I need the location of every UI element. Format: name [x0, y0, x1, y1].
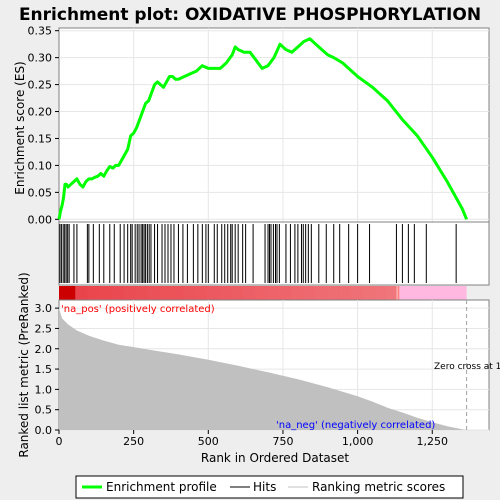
ranking-y-tick-label: 3.0: [35, 302, 53, 315]
heatmap-shade: [290, 286, 303, 300]
heatmap-shade: [123, 286, 136, 300]
heatmap-shade: [362, 286, 375, 300]
heatmap-shade: [159, 286, 171, 300]
heatmap-shade: [314, 286, 327, 300]
heatmap-shade: [385, 286, 398, 300]
legend-label-ranking: Ranking metric scores: [312, 480, 445, 494]
heatmap-shade: [326, 286, 339, 300]
ranking-x-ticks: 0 250 500 750 1,000 1,250: [56, 430, 449, 448]
enrichment-y-tick-label: 0.30: [28, 52, 53, 65]
heatmap-shade: [230, 286, 243, 300]
ranking-y-tick-label: 2.0: [35, 343, 53, 356]
heatmap-shade: [87, 286, 100, 300]
ranking-y-tick-label: 1.5: [35, 363, 53, 376]
ranking-y-tick-label: 2.5: [35, 322, 53, 335]
heatmap-shade: [147, 286, 160, 300]
legend-label-enrichment: Enrichment profile: [106, 480, 217, 494]
heatmap-shade: [242, 286, 255, 300]
enrichment-y-tick-label: 0.25: [28, 79, 53, 92]
heatmap-segment: [75, 286, 397, 300]
x-tick-label: 250: [123, 435, 144, 448]
heatmap-shade: [218, 286, 231, 300]
heatmap-shade: [278, 286, 291, 300]
enrichment-y-ticks: 0.00 0.05 0.10 0.15 0.20 0.25 0.30 0.35: [28, 25, 59, 226]
x-tick-label: 1,250: [417, 435, 449, 448]
heatmap-shade: [350, 286, 363, 300]
x-axis-label: Rank in Ordered Dataset: [201, 451, 349, 465]
heatmap-shade: [206, 286, 219, 300]
enrichment-y-tick-label: 0.00: [28, 213, 53, 226]
ranking-metric-area: [59, 308, 467, 430]
heatmap-shade: [374, 286, 386, 300]
enrichment-panel: [58, 27, 490, 223]
heatmap-shade: [266, 286, 279, 300]
positive-correlation-label: 'na_pos' (positively correlated): [61, 304, 215, 315]
heatmap-shade: [135, 286, 148, 300]
heatmap-shade: [302, 286, 315, 300]
heatmap-segment: [399, 286, 467, 300]
x-tick-label: 1,000: [342, 435, 374, 448]
hit-markers: [59, 224, 457, 283]
heatmap-shade: [99, 286, 112, 300]
enrichment-y-tick-label: 0.15: [28, 132, 53, 145]
ranking-y-tick-label: 1.0: [35, 383, 53, 396]
heatmap-shade: [194, 286, 207, 300]
ranking-y-ticks: 0.0 0.5 1.0 1.5 2.0 2.5 3.0: [35, 302, 59, 437]
heatmap-shade: [111, 286, 124, 300]
heatmap-shade: [170, 286, 183, 300]
chart-title: Enrichment plot: OXIDATIVE PHOSPHORYLATI…: [19, 5, 481, 25]
enrichment-y-tick-label: 0.20: [28, 106, 53, 119]
hits-panel: [58, 221, 490, 286]
ranking-y-axis-label: Ranked list metric (PreRanked): [17, 272, 31, 457]
heatmap-shade: [182, 286, 195, 300]
enrichment-y-tick-label: 0.35: [28, 25, 53, 38]
heatmap-segment: [59, 286, 76, 300]
heatmap-shade: [338, 286, 351, 300]
enrichment-profile-line: [57, 37, 468, 220]
legend-label-hits: Hits: [253, 480, 276, 494]
ranking-y-tick-label: 0.0: [35, 424, 53, 437]
enrichment-y-axis-label: Enrichment score (ES): [13, 61, 27, 194]
zero-cross-label: Zero cross at 1: [434, 362, 500, 372]
negative-correlation-label: 'na_neg' (negatively correlated): [276, 420, 435, 431]
rank-heatmap-bar: [59, 286, 467, 300]
heatmap-shade: [75, 286, 88, 300]
heatmap-segment: [396, 286, 400, 300]
enrichment-y-tick-label: 0.10: [28, 159, 53, 172]
enrichment-y-tick-label: 0.05: [28, 186, 53, 199]
x-tick-label: 0: [56, 435, 63, 448]
x-tick-label: 500: [198, 435, 219, 448]
x-tick-label: 750: [272, 435, 293, 448]
ranking-y-tick-label: 0.5: [35, 404, 53, 417]
legend: Enrichment profile Hits Ranking metric s…: [75, 475, 464, 499]
heatmap-shade: [254, 286, 267, 300]
legend-box: [75, 475, 464, 499]
